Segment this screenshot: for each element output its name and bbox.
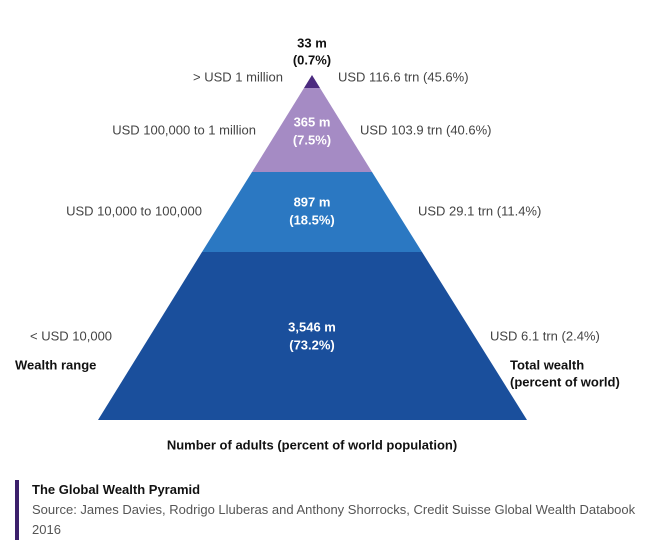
- pyramid-level: [304, 75, 320, 88]
- footer-source: Source: James Davies, Rodrigo Lluberas a…: [32, 502, 636, 537]
- pyramid-level: [98, 252, 527, 420]
- share: (73.2%): [289, 337, 335, 352]
- wealth-range: USD 10,000 to 100,000: [66, 203, 202, 218]
- total-wealth: USD 29.1 trn (11.4%): [418, 203, 541, 218]
- total-wealth: USD 6.1 trn (2.4%): [490, 328, 600, 343]
- adults: 33 m: [297, 35, 327, 50]
- share: (18.5%): [289, 212, 335, 227]
- share: (7.5%): [293, 132, 331, 147]
- wealth-range: > USD 1 million: [193, 69, 283, 84]
- share: (0.7%): [293, 52, 331, 67]
- adults: 897 m: [294, 194, 331, 209]
- total-wealth: USD 116.6 trn (45.6%): [338, 69, 469, 84]
- pyramid-level: [202, 172, 422, 252]
- wealth-range: < USD 10,000: [30, 328, 112, 343]
- pyramid-diagram: 33 m (0.7%) > USD 1 million USD 116.6 tr…: [15, 35, 620, 452]
- right-axis-label: (percent of world): [510, 374, 620, 389]
- footer-title: The Global Wealth Pyramid: [32, 482, 201, 497]
- adults: 365 m: [294, 114, 331, 129]
- total-wealth: USD 103.9 trn (40.6%): [360, 122, 492, 137]
- wealth-range: USD 100,000 to 1 million: [112, 122, 256, 137]
- adults: 3,546 m: [288, 319, 336, 334]
- pyramid-level: [252, 88, 372, 172]
- right-axis-label: Total wealth: [510, 357, 584, 372]
- footer: The Global Wealth Pyramid Source: James …: [15, 480, 642, 540]
- left-axis-label: Wealth range: [15, 357, 96, 372]
- bottom-axis-label: Number of adults (percent of world popul…: [167, 437, 457, 452]
